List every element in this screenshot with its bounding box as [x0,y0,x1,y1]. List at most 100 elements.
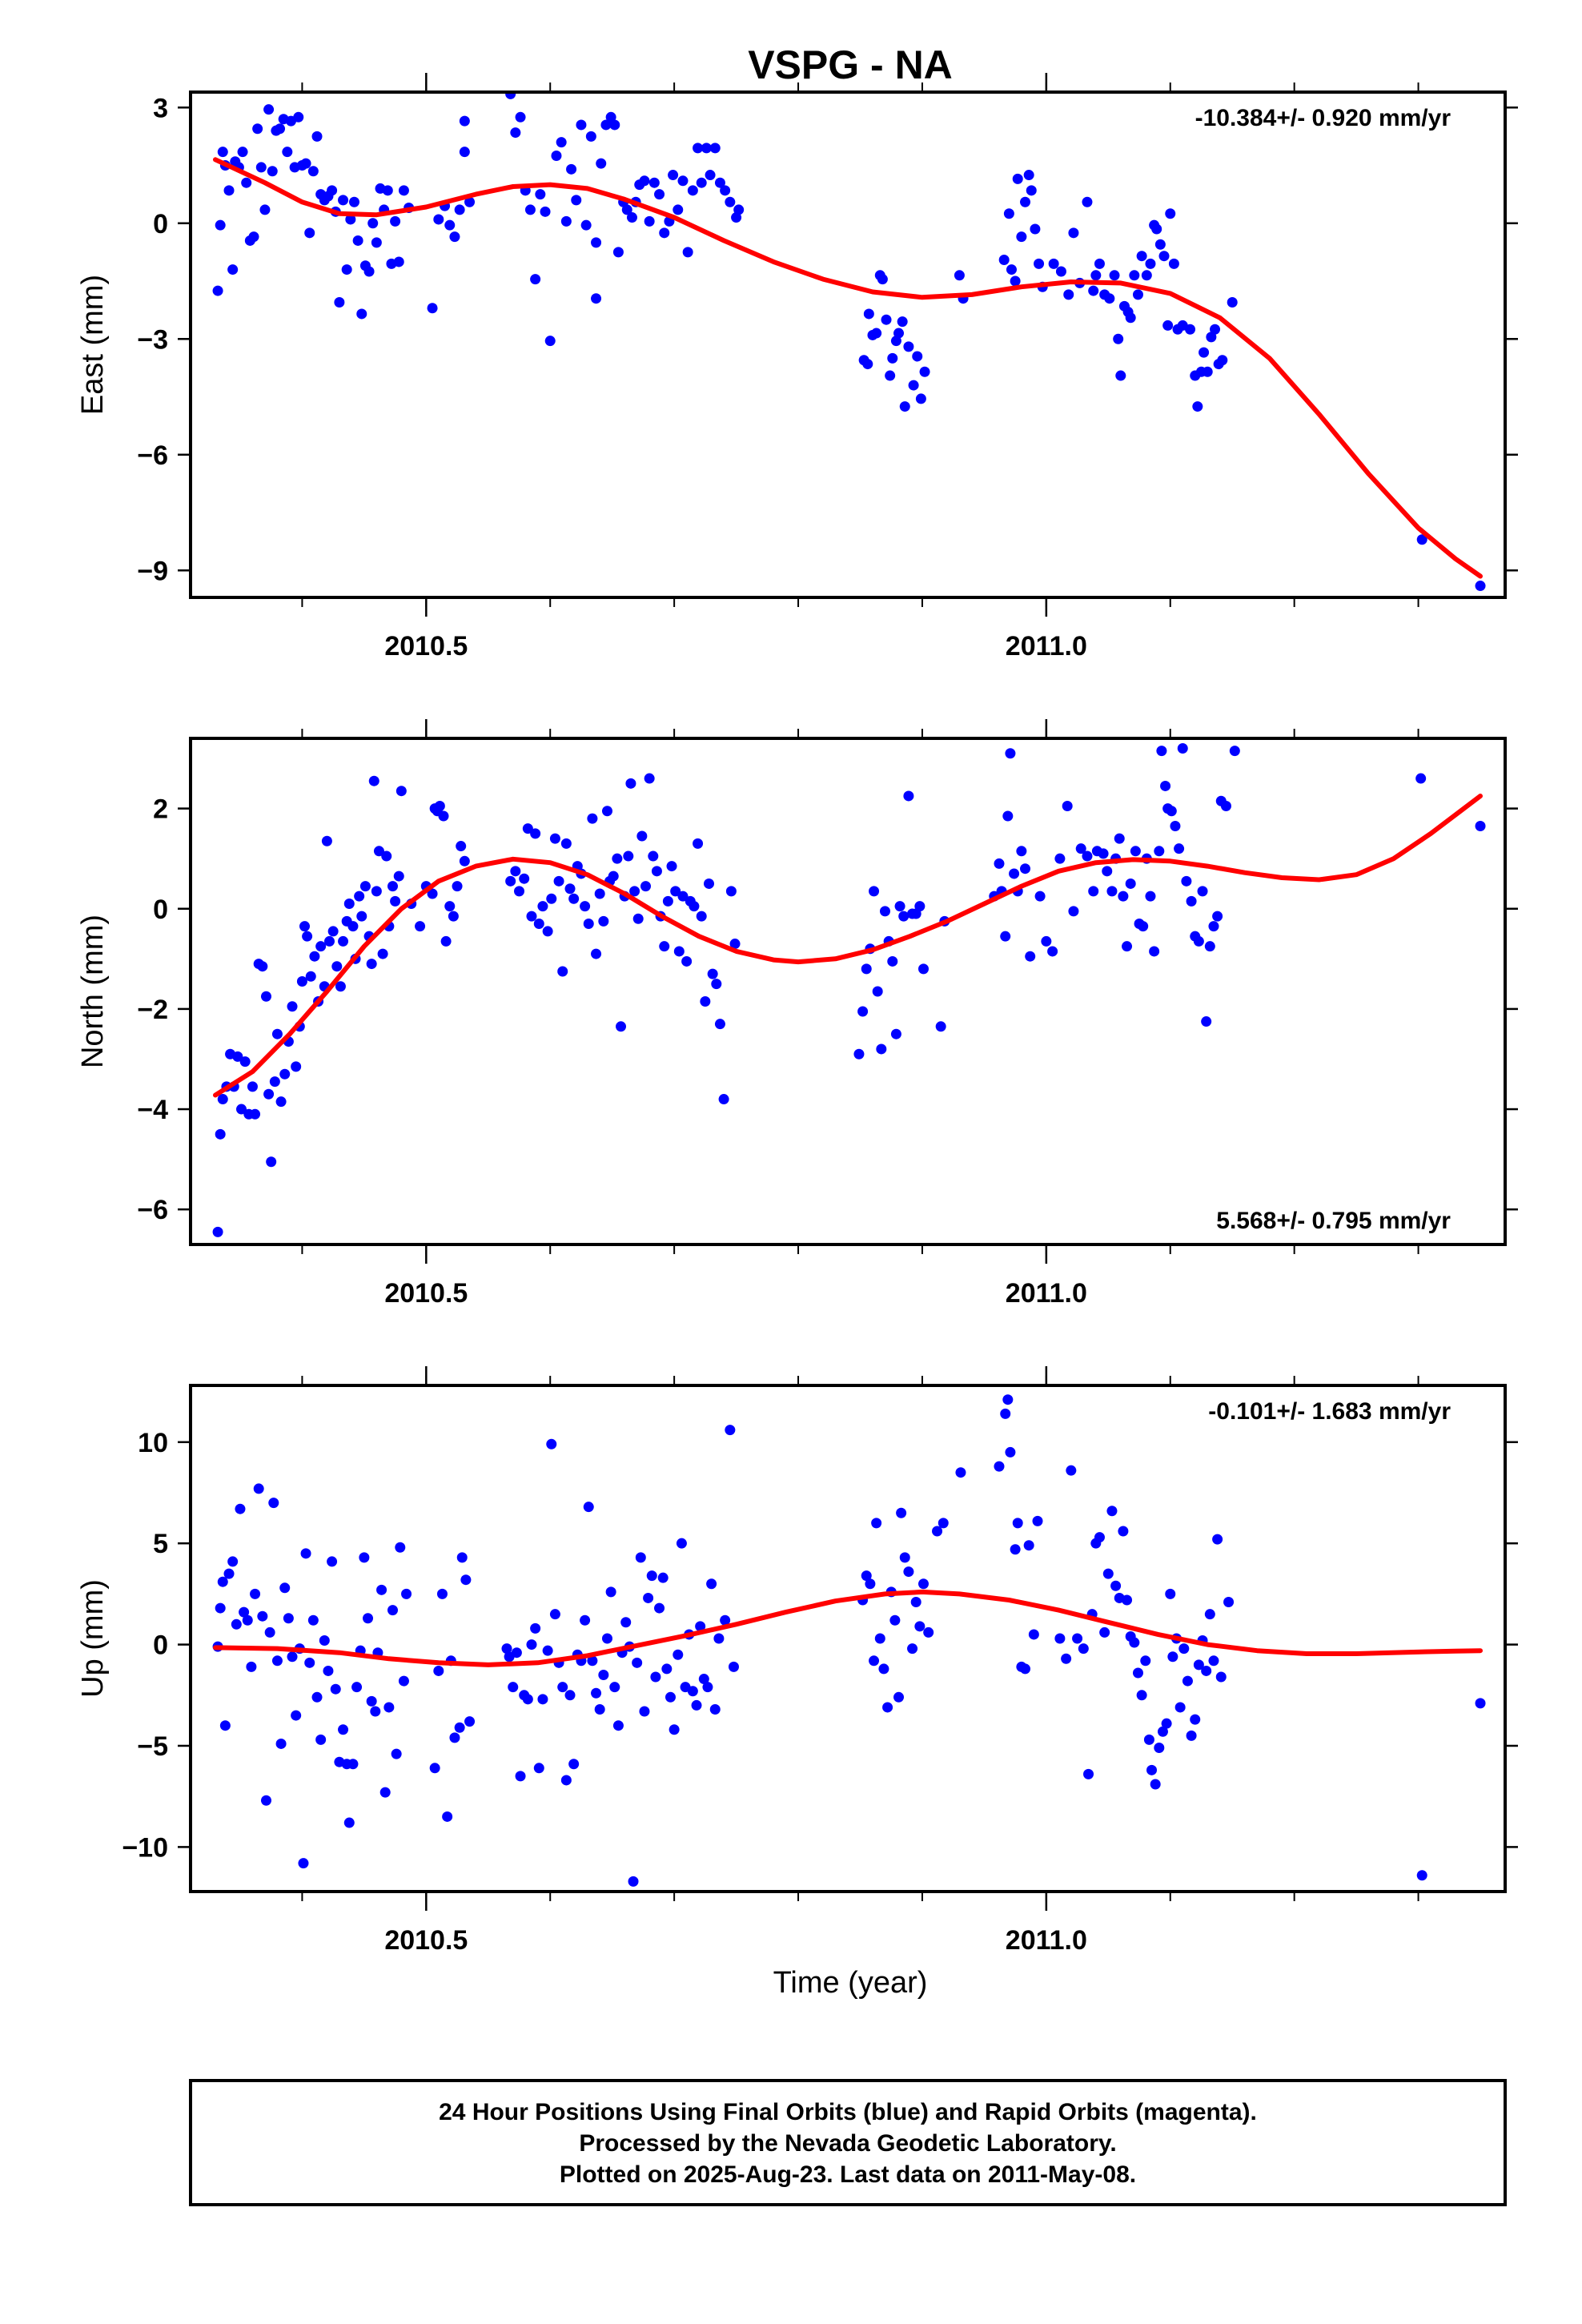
east-data-point [338,195,349,206]
north-data-point [542,926,553,937]
north-data-point [677,891,689,902]
north-data-point [1125,878,1136,889]
east-data-point [612,247,624,258]
north-data-point [368,775,379,786]
north-data-point [396,786,407,797]
up-fit-line [213,1589,1483,1667]
north-data-point [459,855,470,866]
up-data-point [632,1657,643,1668]
north-data-point [381,850,392,862]
east-data-point [1185,324,1196,335]
up-data-point [239,1606,250,1618]
north-data-point [1088,886,1099,897]
up-data-point [526,1639,537,1651]
east-data-point [648,177,660,188]
up-data-point [464,1716,476,1727]
up-data-point [1110,1580,1122,1591]
east-data-point [1020,196,1031,207]
east-data-point [626,212,637,223]
up-data-point [889,1614,901,1626]
up-data-point [706,1578,717,1590]
east-data-point [459,115,470,127]
up-data-point [1118,1526,1129,1537]
up-data-point [1002,1394,1014,1405]
up-data-point [515,1771,526,1782]
north-data-point [393,870,404,882]
up-data-point [713,1633,725,1644]
north-data-point [648,850,659,862]
east-data-point [1003,208,1014,219]
north-data-point [448,911,459,922]
north-data-point [1000,931,1011,942]
north-data-point [670,886,681,897]
up-data-point [330,1683,341,1695]
east-data-point [535,189,546,200]
up-data-point [1223,1596,1235,1607]
east-data-point [571,195,582,206]
east-data-point [701,143,712,154]
north-data-point [1149,946,1160,957]
up-data-point [508,1682,519,1693]
north-data-point [343,898,355,909]
north-data-point [533,919,544,930]
north-rate-label: 5.568+/- 0.795 mm/yr [1216,1208,1451,1234]
east-data-point [348,196,359,207]
north-data-point [861,963,872,975]
east-data-point [1162,320,1174,331]
east-data-point [556,137,567,148]
north-data-point [1229,746,1240,757]
north-data-point [616,1021,627,1032]
north-data-point [681,955,693,967]
east-data-point [605,111,616,123]
up-data-point [661,1663,673,1675]
footer-line-2: Processed by the Nevada Geodetic Laborat… [579,2130,1116,2157]
chart-title: VSPG - NA [748,42,953,87]
east-data-point [544,336,556,347]
up-data-point [1193,1659,1204,1671]
up-data-point [1099,1626,1110,1638]
north-data-point [444,901,456,912]
up-data-point [673,1649,684,1660]
north-data-point [415,921,426,932]
north-data-point [323,935,335,947]
east-data-point [566,163,577,175]
east-data-point [877,274,888,285]
up-data-point [628,1876,639,1887]
east-data-point [908,380,919,391]
up-data-point [549,1609,560,1620]
up-data-point [698,1674,709,1685]
east-data-point [433,214,444,225]
up-data-point [1161,1718,1172,1729]
north-x-tick-label: 2011.0 [1006,1278,1087,1309]
north-data-point [315,941,327,952]
north-data-point [1145,891,1156,902]
up-y-axis-label: Up (mm) [76,1579,110,1698]
north-y-tick-label: −6 [137,1195,168,1225]
east-data-point [293,111,304,123]
east-data-point [1141,270,1152,281]
north-data-point [869,886,880,897]
up-data-point [235,1503,246,1514]
east-y-tick-label: −6 [137,440,168,471]
east-data-point [1010,275,1021,287]
up-data-point [327,1556,338,1567]
east-data-point [341,264,352,275]
north-data-point [247,1081,258,1092]
east-data-point [444,219,456,231]
up-data-point [537,1694,548,1705]
north-y-tick-label: 2 [153,794,168,825]
up-data-point [300,1548,311,1559]
up-data-point [1186,1730,1197,1741]
north-data-point [1201,1016,1212,1027]
up-data-point [1129,1637,1140,1648]
north-data-point [279,1068,291,1080]
north-data-point [354,891,365,902]
up-data-point [1020,1663,1031,1675]
north-data-point [1054,853,1066,864]
north-data-point [1174,843,1185,854]
north-data-point [557,966,568,977]
up-data-point [1094,1532,1105,1543]
east-data-point [1475,581,1486,592]
up-data-point [1078,1643,1089,1655]
